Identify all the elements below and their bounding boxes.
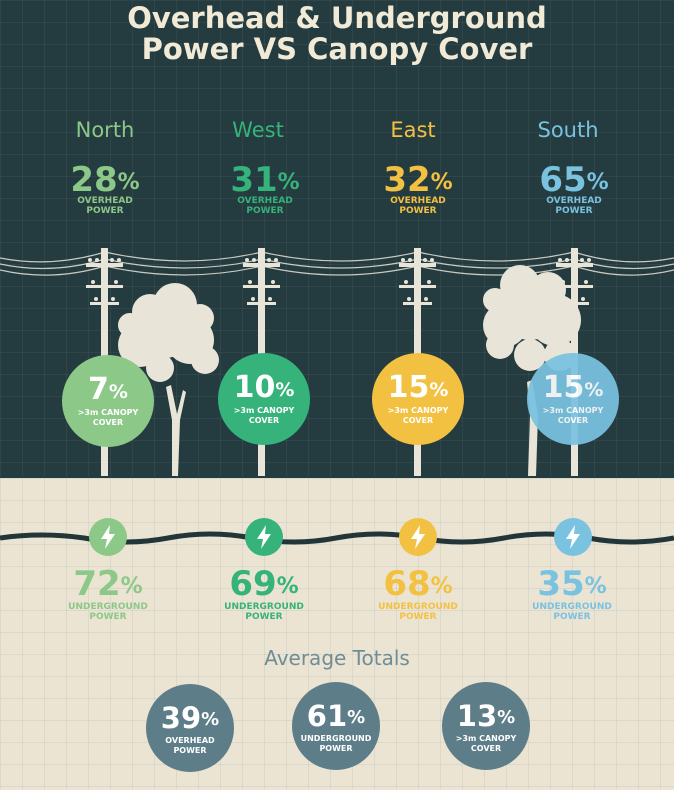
underground-value-east: 68% bbox=[383, 564, 453, 604]
overhead-value-north: 28% bbox=[70, 160, 140, 200]
overhead-label-east: OVERHEAD POWER bbox=[390, 196, 446, 216]
tree-icon bbox=[483, 265, 581, 476]
overhead-label-west: OVERHEAD POWER bbox=[237, 196, 293, 216]
underground-value-north: 72% bbox=[73, 564, 143, 604]
canopy-circle-east: 15% >3m CANOPY COVER bbox=[372, 353, 464, 445]
underground-label-west: UNDERGROUND POWER bbox=[224, 602, 304, 622]
region-name-south: South bbox=[537, 118, 599, 142]
underground-value-south: 35% bbox=[537, 564, 607, 604]
region-name-east: East bbox=[390, 118, 436, 142]
page-title-line1: Overhead & Underground bbox=[127, 1, 547, 35]
lightning-bolt-icon bbox=[89, 518, 127, 556]
region-name-north: North bbox=[75, 118, 135, 142]
overhead-value-south: 65% bbox=[539, 160, 609, 200]
overhead-label-north: OVERHEAD POWER bbox=[77, 196, 133, 216]
lightning-bolt-icon bbox=[399, 518, 437, 556]
average-canopy-circle: 13% >3m CANOPY COVER bbox=[442, 682, 530, 770]
underground-label-east: UNDERGROUND POWER bbox=[378, 602, 458, 622]
underground-value-west: 69% bbox=[229, 564, 299, 604]
underground-label-south: UNDERGROUND POWER bbox=[532, 602, 612, 622]
page-title-line2: Power VS Canopy Cover bbox=[141, 32, 533, 66]
average-overhead-circle: 39% OVERHEAD POWER bbox=[146, 684, 234, 772]
average-totals-title: Average Totals bbox=[264, 646, 410, 670]
overhead-value-east: 32% bbox=[383, 160, 453, 200]
canopy-circle-north: 7% >3m CANOPY COVER bbox=[62, 355, 154, 447]
canopy-circle-west: 10% >3m CANOPY COVER bbox=[218, 353, 310, 445]
underground-label-north: UNDERGROUND POWER bbox=[68, 602, 148, 622]
lightning-bolt-icon bbox=[554, 518, 592, 556]
tree-icon bbox=[118, 283, 219, 476]
average-underground-circle: 61% UNDERGROUND POWER bbox=[292, 682, 380, 770]
region-name-west: West bbox=[232, 118, 284, 142]
overhead-value-west: 31% bbox=[230, 160, 300, 200]
lightning-bolt-icon bbox=[245, 518, 283, 556]
overhead-label-south: OVERHEAD POWER bbox=[546, 196, 602, 216]
canopy-circle-south: 15% >3m CANOPY COVER bbox=[527, 353, 619, 445]
